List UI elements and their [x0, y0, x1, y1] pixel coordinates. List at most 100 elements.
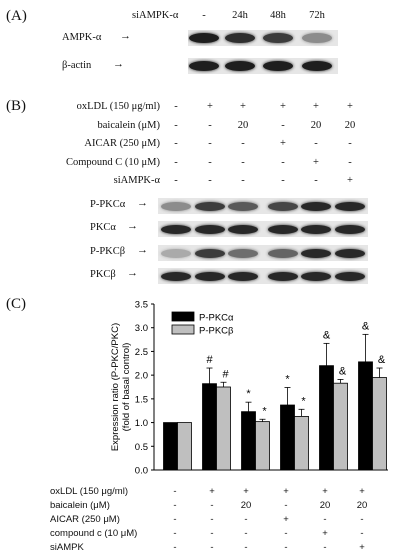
significance-mark: #	[206, 354, 213, 366]
condition-value: -	[360, 528, 364, 539]
condition-value: -	[208, 156, 212, 168]
blot-band	[161, 248, 191, 258]
condition-value: -	[208, 138, 212, 149]
bar	[255, 421, 270, 471]
condition-label: baicalein (μM)	[50, 500, 110, 511]
y-tick-label: 0.5	[135, 442, 148, 453]
bar	[163, 422, 178, 471]
significance-mark: *	[285, 373, 290, 385]
blot-band	[228, 201, 258, 211]
legend-swatch	[171, 311, 195, 322]
condition-label: Compound C (10 μM)	[65, 156, 160, 168]
blot-band	[161, 224, 191, 234]
condition-value: -	[281, 156, 285, 168]
condition-label: AICAR (250 μM)	[50, 514, 120, 525]
condition-value: +	[280, 138, 286, 149]
condition-value: +	[313, 101, 319, 112]
condition-value: +	[240, 101, 246, 112]
blot-strip	[158, 198, 368, 214]
panel-a-col-label: 48h	[270, 10, 286, 21]
bar	[177, 422, 192, 471]
condition-value: -	[208, 175, 212, 186]
condition-value: -	[281, 119, 285, 131]
panel-a-header-label: siAMPK-α	[132, 10, 179, 21]
blot-band	[302, 33, 332, 43]
blot-band	[335, 201, 365, 211]
condition-label: compound c (10 μM)	[50, 528, 138, 539]
y-tick-label: 2.5	[135, 347, 148, 358]
condition-value: +	[322, 486, 328, 497]
y-axis-label: (fold of basal control)	[121, 343, 132, 432]
condition-value: 20	[310, 119, 322, 131]
condition-value: -	[208, 119, 212, 131]
significance-mark: *	[301, 395, 306, 407]
panel-a-col-label: 72h	[309, 10, 325, 21]
blot-band	[301, 224, 331, 234]
y-tick-label: 1.0	[135, 418, 148, 429]
blot-label: PKCβ	[90, 269, 116, 280]
blot-band	[161, 271, 191, 281]
condition-value: -	[348, 156, 352, 168]
bar	[372, 377, 387, 471]
y-tick-label: 1.5	[135, 394, 148, 405]
condition-value: -	[174, 156, 178, 168]
condition-value: +	[322, 528, 328, 539]
condition-label: siAMPK	[50, 542, 84, 553]
blot-band	[195, 271, 225, 281]
bar	[241, 411, 256, 471]
condition-value: -	[284, 528, 288, 539]
condition-value: -	[174, 175, 178, 186]
y-tick-label: 2.0	[135, 371, 148, 382]
condition-value: 20	[356, 500, 368, 511]
bar-chart: 0.0 0.5 1.0 1.5 2.0 2.5 3.0 3.5 Expression ratio…	[110, 300, 388, 477]
blot-band	[302, 61, 332, 71]
condition-value: +	[283, 486, 289, 497]
blot-band	[195, 201, 225, 211]
condition-value: 20	[240, 500, 252, 511]
condition-value: -	[314, 138, 318, 149]
condition-value: -	[348, 138, 352, 149]
blot-band	[225, 61, 255, 71]
arrow-icon: →	[137, 244, 148, 256]
condition-value: -	[281, 175, 285, 186]
panel-a-col-label: -	[202, 10, 206, 21]
condition-value: -	[241, 175, 245, 186]
blot-band	[301, 271, 331, 281]
legend-label: P-PKCβ	[199, 326, 234, 337]
condition-value: -	[323, 542, 327, 553]
condition-value: -	[173, 486, 177, 497]
condition-value: -	[244, 514, 248, 525]
blot-strip	[158, 221, 368, 237]
y-tick-label: 0.0	[135, 466, 148, 477]
blot-band	[335, 224, 365, 234]
significance-mark: &	[362, 320, 370, 332]
blot-band	[301, 248, 331, 258]
legend-label: P-PKCα	[199, 313, 234, 324]
condition-value: -	[360, 514, 364, 525]
condition-value: +	[313, 156, 319, 168]
blot-band	[268, 271, 298, 281]
condition-value: -	[173, 542, 177, 553]
bar	[216, 386, 231, 471]
blot-band	[225, 33, 255, 43]
significance-mark: #	[222, 368, 229, 380]
condition-value: -	[284, 500, 288, 511]
condition-label: oxLDL (150 μg/ml)	[76, 101, 160, 112]
blot-band	[268, 248, 298, 258]
condition-value: -	[244, 542, 248, 553]
significance-mark: *	[246, 388, 251, 400]
significance-mark: &	[378, 354, 386, 366]
condition-value: +	[359, 542, 365, 553]
blot-band	[189, 33, 219, 43]
condition-value: -	[284, 542, 288, 553]
blot-band	[268, 224, 298, 234]
legend-swatch	[171, 324, 195, 335]
y-tick-label: 3.0	[135, 323, 148, 334]
panel-c-label: (C)	[6, 296, 26, 312]
bar	[280, 404, 295, 471]
bar	[319, 365, 334, 471]
condition-label: baicalein (μM)	[97, 119, 160, 131]
blot-band	[268, 201, 298, 211]
condition-label: oxLDL (150 μg/ml)	[50, 486, 128, 497]
panel-a-label: (A)	[6, 8, 27, 24]
